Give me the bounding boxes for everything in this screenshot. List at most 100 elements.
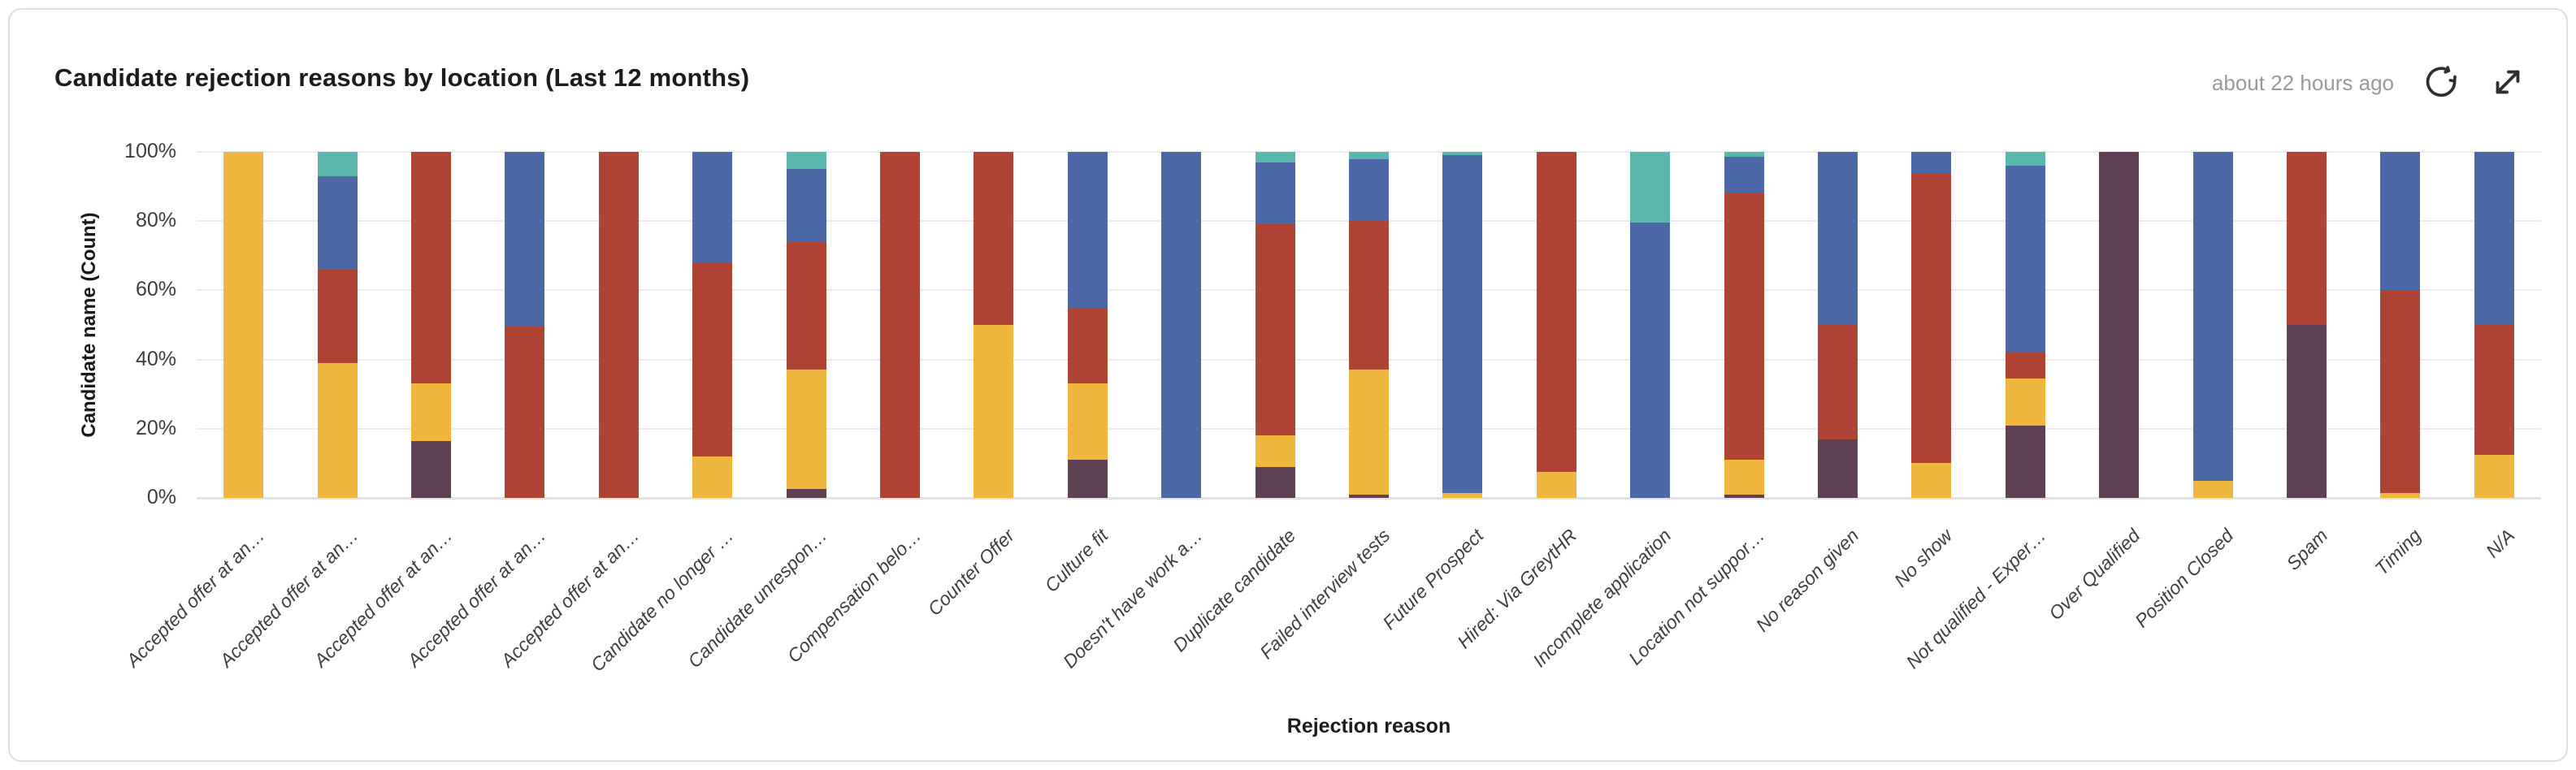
- bar-segment-location-yellow[interactable]: [1536, 472, 1576, 498]
- bar-segment-location-yellow[interactable]: [1442, 492, 1483, 498]
- bar-segment-location-blue[interactable]: [1630, 223, 1671, 498]
- expand-button[interactable]: [2488, 63, 2527, 102]
- bar-segment-location-red[interactable]: [317, 269, 358, 363]
- bar-segment-location-yellow[interactable]: [2005, 379, 2045, 426]
- bar-segment-location-blue[interactable]: [2192, 152, 2233, 481]
- bar-segment-location-yellow[interactable]: [317, 362, 358, 498]
- bar-segment-location-red[interactable]: [505, 327, 545, 498]
- bar-segment-location-teal[interactable]: [1630, 152, 1671, 223]
- bar-over-qualified[interactable]: [2099, 152, 2140, 498]
- bar-segment-location-teal[interactable]: [1255, 152, 1295, 162]
- bar-segment-location-teal[interactable]: [1349, 152, 1389, 159]
- bar-accepted-offer-at-an-[interactable]: [505, 152, 545, 498]
- bar-segment-location-plum[interactable]: [1724, 494, 1764, 498]
- bar-segment-location-red[interactable]: [1724, 193, 1764, 461]
- bar-segment-location-teal[interactable]: [317, 152, 358, 176]
- bar-culture-fit[interactable]: [1067, 152, 1108, 498]
- x-tick-label: Timing: [2370, 525, 2426, 580]
- bar-segment-location-plum[interactable]: [411, 440, 451, 498]
- bar-segment-location-red[interactable]: [1255, 224, 1295, 436]
- bar-not-qualified-exper-[interactable]: [2005, 152, 2045, 498]
- bar-segment-location-blue[interactable]: [505, 152, 545, 327]
- bar-segment-location-plum[interactable]: [786, 489, 826, 498]
- bar-segment-location-blue[interactable]: [1724, 157, 1764, 194]
- bar-segment-location-red[interactable]: [2005, 353, 2045, 379]
- bar-no-reason-given[interactable]: [1818, 152, 1858, 498]
- bar-segment-location-red[interactable]: [1067, 307, 1108, 384]
- bar-segment-location-blue[interactable]: [2380, 152, 2421, 291]
- bar-accepted-offer-at-an-[interactable]: [223, 152, 264, 498]
- bar-segment-location-red[interactable]: [1911, 172, 1952, 464]
- bar-accepted-offer-at-an-[interactable]: [411, 152, 451, 498]
- bar-segment-location-blue[interactable]: [317, 175, 358, 270]
- bar-segment-location-blue[interactable]: [1255, 162, 1295, 225]
- bar-segment-location-plum[interactable]: [2287, 325, 2327, 498]
- bar-candidate-unrespon-[interactable]: [786, 152, 826, 498]
- bar-duplicate-candidate[interactable]: [1255, 152, 1295, 498]
- bar-segment-location-plum[interactable]: [1255, 466, 1295, 498]
- bar-segment-location-yellow[interactable]: [1724, 460, 1764, 495]
- bar-segment-location-blue[interactable]: [786, 169, 826, 242]
- bar-segment-location-yellow[interactable]: [223, 152, 264, 498]
- bar-segment-location-red[interactable]: [2287, 152, 2327, 325]
- bar-segment-location-yellow[interactable]: [2474, 454, 2514, 498]
- y-tick-label: 0%: [146, 486, 176, 508]
- bar-segment-location-plum[interactable]: [1067, 460, 1108, 498]
- bar-segment-location-red[interactable]: [1349, 221, 1389, 370]
- bar-segment-location-yellow[interactable]: [1349, 370, 1389, 495]
- bar-incomplete-application[interactable]: [1630, 152, 1671, 498]
- bar-position-closed[interactable]: [2192, 152, 2233, 498]
- bar-no-show[interactable]: [1911, 152, 1952, 498]
- bar-segment-location-blue[interactable]: [1161, 152, 1202, 498]
- bar-segment-location-red[interactable]: [598, 152, 639, 498]
- bar-segment-location-yellow[interactable]: [411, 383, 451, 441]
- bar-segment-location-teal[interactable]: [2005, 152, 2045, 167]
- bar-n-a[interactable]: [2474, 152, 2514, 498]
- bar-accepted-offer-at-an-[interactable]: [317, 152, 358, 498]
- bar-segment-location-red[interactable]: [1818, 325, 1858, 439]
- bar-segment-location-red[interactable]: [2380, 290, 2421, 493]
- refresh-button[interactable]: [2422, 63, 2461, 102]
- bar-future-prospect[interactable]: [1442, 152, 1483, 498]
- bar-candidate-no-longer-[interactable]: [692, 152, 733, 498]
- bar-segment-location-blue[interactable]: [1067, 152, 1108, 308]
- bar-counter-offer[interactable]: [974, 152, 1014, 498]
- bar-segment-location-blue[interactable]: [2474, 152, 2514, 325]
- bar-segment-location-yellow[interactable]: [692, 456, 733, 498]
- bar-segment-location-yellow[interactable]: [1911, 463, 1952, 498]
- bar-segment-location-yellow[interactable]: [2192, 480, 2233, 498]
- bar-segment-location-red[interactable]: [880, 152, 920, 498]
- bar-segment-location-blue[interactable]: [1818, 152, 1858, 326]
- bar-compensation-belo-[interactable]: [880, 152, 920, 498]
- bar-segment-location-teal[interactable]: [1724, 152, 1764, 158]
- bar-segment-location-blue[interactable]: [1911, 152, 1952, 173]
- bar-segment-location-red[interactable]: [692, 262, 733, 456]
- bar-segment-location-red[interactable]: [974, 152, 1014, 325]
- bar-segment-location-red[interactable]: [1536, 152, 1576, 473]
- bar-segment-location-plum[interactable]: [2099, 152, 2140, 498]
- bar-segment-location-teal[interactable]: [1442, 152, 1483, 156]
- bar-doesn-t-have-work-a-[interactable]: [1161, 152, 1202, 498]
- bar-accepted-offer-at-an-[interactable]: [598, 152, 639, 498]
- bar-segment-location-teal[interactable]: [786, 152, 826, 170]
- bar-segment-location-plum[interactable]: [1818, 439, 1858, 498]
- bar-segment-location-plum[interactable]: [2005, 425, 2045, 498]
- bar-segment-location-blue[interactable]: [2005, 166, 2045, 353]
- bar-segment-location-red[interactable]: [786, 241, 826, 370]
- bar-segment-location-yellow[interactable]: [1067, 383, 1108, 461]
- bar-segment-location-blue[interactable]: [1442, 155, 1483, 493]
- bar-segment-location-red[interactable]: [2474, 325, 2514, 455]
- bar-segment-location-yellow[interactable]: [2380, 492, 2421, 498]
- bar-spam[interactable]: [2287, 152, 2327, 498]
- bar-segment-location-yellow[interactable]: [1255, 435, 1295, 467]
- bar-segment-location-yellow[interactable]: [974, 325, 1014, 498]
- bar-location-not-suppor-[interactable]: [1724, 152, 1764, 498]
- bar-timing[interactable]: [2380, 152, 2421, 498]
- bar-segment-location-blue[interactable]: [692, 152, 733, 263]
- bar-segment-location-yellow[interactable]: [786, 370, 826, 490]
- bar-segment-location-plum[interactable]: [1349, 494, 1389, 498]
- bar-hired-via-greythr[interactable]: [1536, 152, 1576, 498]
- bar-segment-location-blue[interactable]: [1349, 158, 1389, 222]
- bar-segment-location-red[interactable]: [411, 152, 451, 384]
- bar-failed-interview-tests[interactable]: [1349, 152, 1389, 498]
